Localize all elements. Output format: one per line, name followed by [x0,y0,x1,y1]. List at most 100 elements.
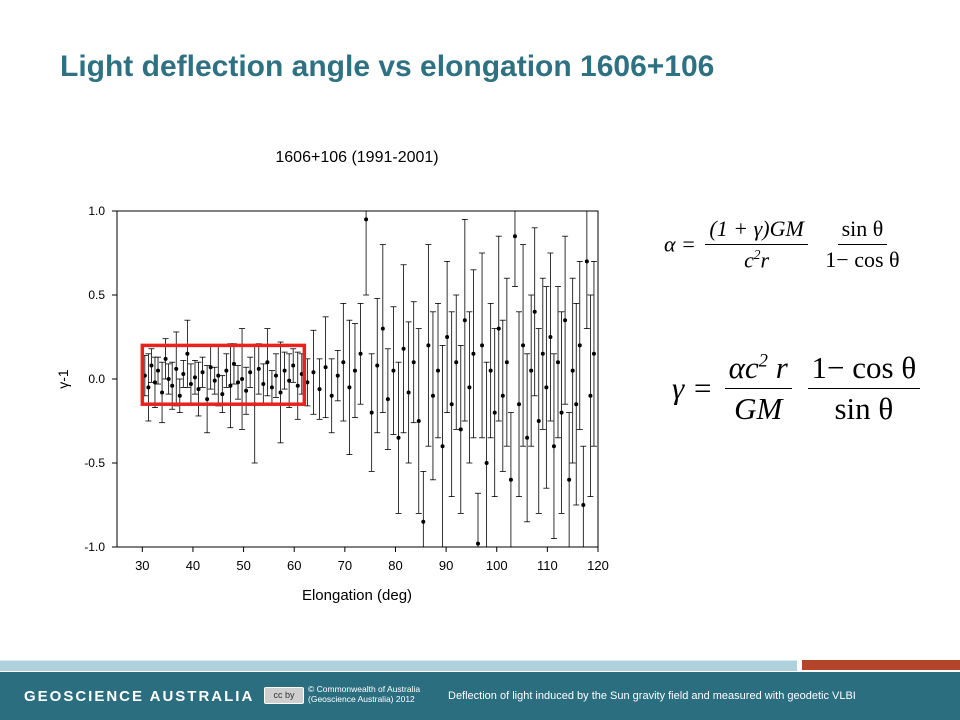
gamma-formula-lhs: γ = [672,370,713,406]
y-axis: 1.0 0.5 0.0 -0.5 -1.0 [84,204,117,554]
data-point [492,410,497,415]
creative-commons-badge-icon: cc by [264,687,304,704]
x-tick-label: 60 [287,558,301,573]
data-point [196,387,201,392]
data-point [574,402,579,407]
data-point [208,365,213,370]
data-point [369,410,374,415]
data-point [244,388,249,393]
y-tick-label: -1.0 [84,540,105,554]
data-point [570,368,575,373]
data-point [170,383,175,388]
data-point [146,385,151,390]
deflection-fraction-2: sin θ 1− cos θ [821,216,903,273]
x-tick-label: 90 [439,558,453,573]
data-point [220,392,225,397]
data-point [323,365,328,370]
data-point [544,385,549,390]
data-point [536,419,541,423]
deflection-fraction-1: (1 + γ)GM c2r [705,216,808,273]
data-point [317,387,322,392]
gamma-fraction-2-denominator: sin θ [834,391,894,426]
data-point [504,360,509,365]
data-point [166,377,171,381]
data-point [512,234,517,239]
data-point [467,385,472,390]
data-point [291,363,296,368]
y-tick-label: 1.0 [88,204,105,218]
data-point [149,363,154,368]
data-point [577,343,582,348]
data-point [462,318,467,323]
copyright-notice: © Commonwealth of Australia (Geoscience … [308,684,420,704]
data-point [282,368,287,373]
data-point [347,385,352,390]
data-point [529,368,534,373]
data-point [177,393,182,398]
data-point [287,378,292,383]
gamma-fraction-2-numerator: 1− cos θ [807,350,921,389]
data-point [256,366,261,371]
data-point [205,397,210,402]
footer-band [0,672,960,720]
brand-logo-text: GEOSCIENCE AUSTRALIA [24,688,255,705]
data-point [458,427,463,432]
data-point [278,390,283,395]
data-point [358,351,363,356]
x-tick-label: 120 [587,558,609,573]
deflection-fraction-2-numerator: sin θ [837,216,888,246]
data-point [551,444,556,449]
x-tick-label: 30 [135,558,149,573]
data-point [273,373,278,378]
data-point [295,383,300,388]
data-point [440,444,445,449]
data-point [581,503,586,507]
data-point [261,382,266,387]
x-axis: 30 40 50 60 70 80 90 100 110 120 [135,547,609,573]
deflection-fraction-2-denominator: 1− cos θ [825,247,900,273]
gamma-fraction-2: 1− cos θ sin θ [807,350,921,427]
data-point [421,519,426,524]
data-point [548,335,553,339]
data-point [500,393,505,398]
data-point [375,363,380,368]
footer: GEOSCIENCE AUSTRALIA cc by © Commonwealt… [0,658,960,720]
data-point [476,541,481,546]
data-point [584,259,589,264]
data-point [341,360,346,365]
data-point [352,368,357,373]
data-point [236,380,241,385]
data-point [525,435,530,440]
data-point [532,309,537,314]
data-point [556,360,561,365]
data-point [591,351,596,356]
data-point [540,351,545,356]
data-point [364,217,369,222]
data-point [212,378,217,383]
data-point [269,385,274,390]
x-tick-label: 110 [537,558,558,573]
data-point [401,346,406,351]
deflection-fraction-1-numerator: (1 + γ)GM [705,216,808,245]
data-point [521,343,526,348]
data-point [391,368,396,373]
deflection-formula: α = (1 + γ)GM c2r sin θ 1− cos θ [664,216,908,273]
data-point [484,461,489,465]
x-tick-label: 80 [388,558,402,573]
x-tick-label: 70 [338,558,352,573]
gamma-fraction-1-numerator: αc2 r [724,350,792,389]
x-tick-label: 100 [486,558,508,573]
data-point [454,360,459,365]
data-point [265,360,270,365]
data-point [430,393,435,398]
data-point [445,335,450,339]
footer-accent-bar-light [0,660,797,671]
data-point [449,402,454,407]
deflection-formula-lhs: α = [664,231,696,257]
x-tick-label: 40 [186,558,200,573]
data-point [385,397,390,402]
data-point [496,326,501,331]
data-point [188,382,193,387]
deflection-fraction-1-denominator: c2r [744,247,770,273]
y-axis-label: γ-1 [55,369,71,389]
